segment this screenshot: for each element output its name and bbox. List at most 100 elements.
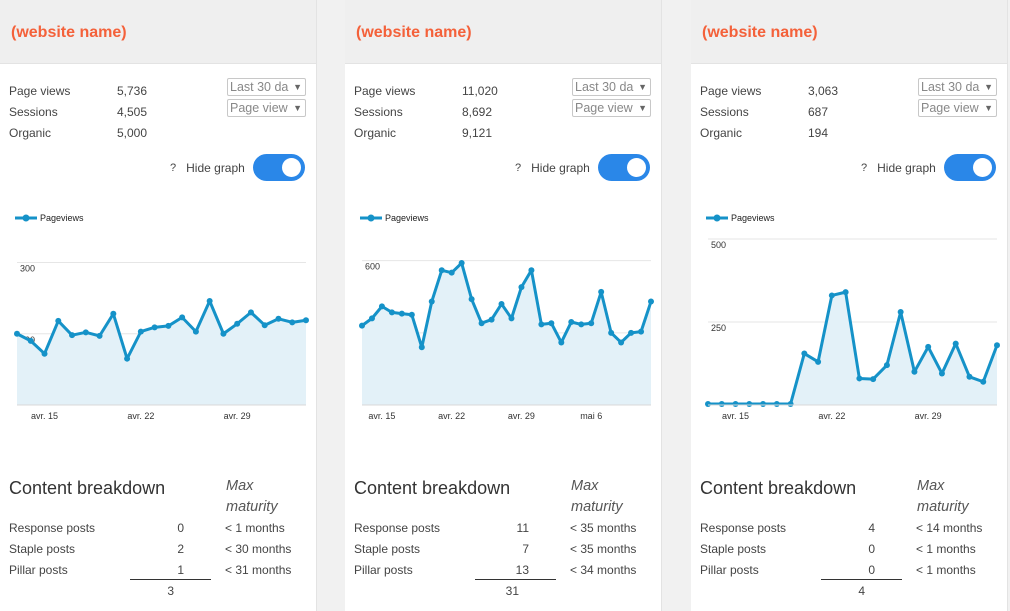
data-point[interactable]: [289, 319, 296, 326]
data-point[interactable]: [488, 316, 495, 323]
data-point[interactable]: [897, 309, 904, 316]
data-point[interactable]: [801, 350, 808, 357]
data-point[interactable]: [638, 328, 645, 335]
data-point[interactable]: [578, 321, 585, 328]
data-point[interactable]: [458, 260, 465, 267]
data-point[interactable]: [179, 314, 186, 321]
data-point[interactable]: [568, 319, 575, 325]
data-point[interactable]: [773, 401, 780, 408]
data-point[interactable]: [378, 303, 385, 310]
data-point[interactable]: [938, 370, 945, 377]
site-name[interactable]: (website name): [702, 24, 818, 41]
data-point[interactable]: [110, 310, 117, 317]
data-point[interactable]: [192, 328, 199, 335]
data-point[interactable]: [14, 330, 20, 337]
data-point[interactable]: [870, 376, 877, 383]
data-point[interactable]: [618, 339, 625, 346]
site-name[interactable]: (website name): [356, 24, 472, 41]
data-point[interactable]: [41, 350, 48, 357]
data-point[interactable]: [220, 330, 227, 337]
data-point[interactable]: [842, 289, 849, 296]
site-name[interactable]: (website name): [11, 24, 127, 41]
data-point[interactable]: [388, 309, 395, 316]
data-point[interactable]: [548, 320, 555, 327]
date-range-select[interactable]: Last 30 da ▼: [918, 78, 997, 96]
data-point[interactable]: [648, 298, 654, 305]
breakdown-count: 0: [177, 521, 184, 535]
data-point[interactable]: [206, 297, 213, 304]
data-point[interactable]: [528, 267, 535, 274]
data-point[interactable]: [925, 343, 932, 350]
data-point[interactable]: [508, 315, 515, 322]
data-point[interactable]: [558, 339, 565, 346]
data-point[interactable]: [359, 322, 365, 329]
data-point[interactable]: [828, 292, 835, 299]
breakdown-max-maturity: < 1 months: [916, 542, 976, 556]
data-point[interactable]: [732, 401, 739, 408]
metric-value: 194: [808, 125, 829, 140]
help-icon[interactable]: ?: [515, 161, 522, 174]
data-point[interactable]: [980, 378, 987, 385]
data-point[interactable]: [883, 362, 890, 369]
help-icon[interactable]: ?: [170, 161, 177, 174]
data-point[interactable]: [538, 321, 545, 328]
date-range-select[interactable]: Last 30 da ▼: [572, 78, 651, 96]
data-point[interactable]: [303, 317, 309, 324]
data-point[interactable]: [151, 324, 158, 331]
data-point[interactable]: [408, 311, 415, 318]
help-icon[interactable]: ?: [861, 161, 868, 174]
data-point[interactable]: [137, 328, 144, 335]
data-point[interactable]: [718, 401, 725, 408]
data-point[interactable]: [96, 332, 103, 339]
data-point[interactable]: [911, 368, 918, 375]
data-point[interactable]: [69, 332, 76, 339]
date-range-select[interactable]: Last 30 da ▼: [227, 78, 306, 96]
data-point[interactable]: [478, 320, 485, 327]
data-point[interactable]: [234, 320, 241, 327]
data-point[interactable]: [438, 267, 445, 274]
breakdown-total: 31: [505, 584, 519, 598]
data-point[interactable]: [55, 317, 62, 324]
data-point[interactable]: [705, 401, 711, 408]
data-point[interactable]: [27, 337, 34, 344]
data-point[interactable]: [787, 401, 794, 408]
data-point[interactable]: [275, 315, 282, 322]
y-tick-label: 300: [20, 264, 35, 274]
data-point[interactable]: [628, 329, 635, 336]
data-point[interactable]: [966, 373, 973, 380]
data-point[interactable]: [428, 298, 435, 305]
data-point[interactable]: [760, 401, 767, 408]
x-tick-label: avr. 29: [508, 411, 535, 421]
hide-graph-toggle[interactable]: [943, 154, 996, 181]
metric-select[interactable]: Page view ▼: [572, 99, 651, 117]
data-point[interactable]: [165, 322, 172, 329]
data-point[interactable]: [124, 355, 131, 362]
data-point[interactable]: [588, 320, 595, 327]
metric-select[interactable]: Page view ▼: [918, 99, 997, 117]
data-point[interactable]: [518, 284, 525, 291]
x-tick-label: avr. 22: [127, 411, 154, 421]
metric-select[interactable]: Page view ▼: [227, 99, 306, 117]
breakdown-count: 1: [177, 563, 184, 577]
data-point[interactable]: [952, 340, 959, 347]
breakdown-label: Staple posts: [354, 542, 421, 556]
data-point[interactable]: [815, 358, 822, 365]
data-point[interactable]: [598, 288, 605, 295]
data-point[interactable]: [398, 310, 405, 317]
data-point[interactable]: [994, 342, 1000, 349]
data-point[interactable]: [608, 329, 615, 336]
hide-graph-toggle[interactable]: [252, 154, 305, 181]
hide-graph-toggle[interactable]: [597, 154, 650, 181]
data-point[interactable]: [856, 375, 863, 382]
data-point[interactable]: [448, 269, 455, 276]
data-point[interactable]: [468, 296, 475, 303]
panel-header: (website name): [0, 0, 316, 64]
data-point[interactable]: [368, 315, 375, 322]
data-point[interactable]: [247, 309, 254, 316]
data-point[interactable]: [82, 329, 89, 336]
data-point[interactable]: [746, 401, 753, 408]
data-point[interactable]: [418, 344, 425, 351]
data-point[interactable]: [498, 300, 505, 307]
y-tick-label: 600: [365, 262, 380, 272]
data-point[interactable]: [261, 322, 268, 329]
